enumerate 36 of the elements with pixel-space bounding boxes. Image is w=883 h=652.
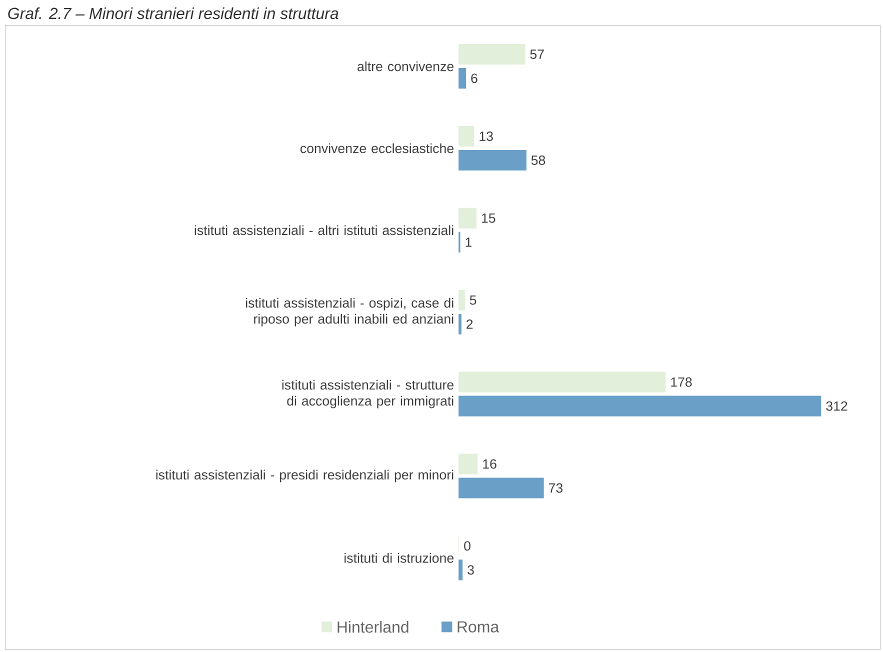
- y-tick-label: istituti assistenziali - ospizi, case di riposo per adulti inabili ed anziani: [246, 298, 454, 326]
- bar: [458, 314, 462, 334]
- y-tick-label: istituti assistenziali - strutture di accoglienza per immigrati: [282, 380, 454, 408]
- legend-label: Roma: [458, 621, 500, 632]
- bar: [458, 560, 463, 580]
- bar: [458, 478, 544, 498]
- bar: [458, 44, 526, 64]
- y-tick-label: convivenze ecclesiastiche: [300, 143, 454, 154]
- y-tick-label: istituti assistenziali - altri istituti assistenziali: [194, 225, 454, 235]
- data-label: 1: [466, 237, 472, 247]
- text: Graf. 2.7 – Minori stranieri residenti in struttura: [8, 7, 338, 20]
- bar: [458, 68, 466, 88]
- y-tick-label: altre convivenze: [358, 61, 454, 72]
- bar: [458, 396, 822, 416]
- data-label: 15: [482, 213, 496, 223]
- y-tick-label: istituti di istruzione: [344, 552, 454, 563]
- bar: [458, 126, 474, 146]
- bar: [458, 208, 477, 228]
- bar: [458, 150, 526, 170]
- bar: [458, 454, 478, 474]
- bar: [458, 372, 666, 392]
- data-label: 3: [468, 565, 474, 575]
- data-label: 57: [530, 50, 544, 59]
- data-label: 2: [466, 319, 473, 329]
- data-label: 58: [531, 155, 546, 165]
- data-label: 16: [483, 459, 496, 469]
- legend-label: Hinterland: [338, 620, 408, 633]
- y-tick-label: istituti assistenziali - presidi residenziali per minori: [156, 470, 454, 482]
- data-label: 6: [471, 73, 478, 83]
- bar: [458, 290, 465, 310]
- data-label: 312: [826, 401, 848, 411]
- data-label: 178: [671, 377, 692, 387]
- data-label: 0: [464, 541, 470, 551]
- data-label: 13: [480, 131, 493, 141]
- data-label: 73: [548, 483, 563, 493]
- data-label: 5: [470, 295, 476, 305]
